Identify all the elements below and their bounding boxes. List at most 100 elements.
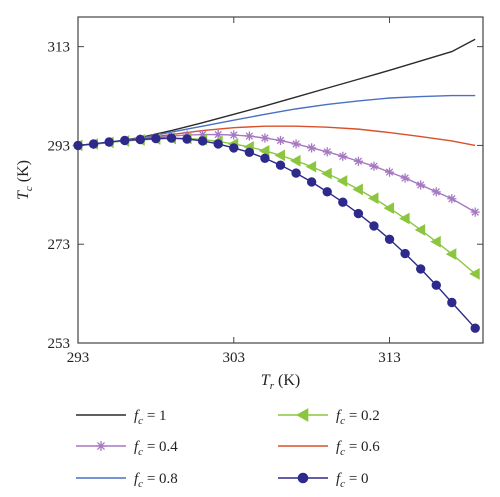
data-point-f0 bbox=[104, 137, 114, 147]
legend-label: fc = 0.4 bbox=[134, 439, 178, 458]
x-tick-label: 313 bbox=[378, 350, 401, 366]
data-point-f04 bbox=[384, 167, 395, 177]
data-point-f02 bbox=[274, 149, 285, 162]
data-point-f0 bbox=[447, 297, 457, 308]
data-point-f02 bbox=[367, 192, 379, 205]
data-point-f04 bbox=[260, 133, 270, 143]
y-tick-label: 253 bbox=[48, 336, 71, 352]
legend-sub: c bbox=[340, 478, 345, 490]
data-point-f02 bbox=[321, 167, 332, 180]
data-point-f02 bbox=[383, 202, 395, 215]
data-point-f0 bbox=[73, 140, 83, 151]
data-point-f0 bbox=[166, 133, 177, 143]
data-point-f04 bbox=[353, 156, 363, 166]
series-group bbox=[71, 38, 480, 333]
legend-sub: c bbox=[138, 478, 143, 490]
data-point-f0 bbox=[213, 139, 223, 149]
data-point-f0 bbox=[88, 139, 99, 149]
legend-value: = 0.6 bbox=[345, 439, 380, 455]
data-point-f0 bbox=[244, 147, 255, 158]
legend-sub: c bbox=[138, 446, 143, 458]
data-point-f04 bbox=[431, 187, 441, 197]
data-point-f02 bbox=[305, 160, 317, 173]
axis-ticks: 293 303 313 253 273 293 313 bbox=[48, 17, 483, 366]
x-axis-label-symbol: T bbox=[261, 372, 271, 389]
data-point-f0 bbox=[182, 134, 192, 144]
series-line-f1 bbox=[77, 38, 476, 147]
data-point-f04 bbox=[229, 130, 239, 140]
x-axis-label-unit: (K) bbox=[274, 372, 300, 389]
data-point-f0 bbox=[353, 208, 364, 219]
x-tick-label: 293 bbox=[67, 350, 90, 366]
data-point-f02 bbox=[399, 212, 410, 225]
y-axis-label: Tc (K) bbox=[15, 160, 35, 200]
legend-entry-f04: fc = 0.4 bbox=[76, 439, 178, 458]
data-point-f04 bbox=[322, 147, 332, 157]
data-point-f0 bbox=[260, 153, 270, 163]
data-point-f0 bbox=[338, 197, 348, 207]
series-f04 bbox=[73, 129, 480, 217]
data-point-f0 bbox=[291, 168, 301, 178]
data-point-f04 bbox=[213, 129, 223, 140]
series-f08 bbox=[77, 94, 476, 147]
legend-symbol: f bbox=[336, 439, 342, 455]
data-point-f0 bbox=[431, 280, 441, 290]
data-point-f02 bbox=[352, 183, 363, 196]
series-f1 bbox=[77, 38, 476, 147]
data-point-f0 bbox=[322, 187, 332, 197]
data-point-f04 bbox=[369, 161, 379, 171]
x-tick-label: 303 bbox=[223, 350, 246, 366]
data-point-f0 bbox=[470, 323, 480, 333]
legend-value: = 0.2 bbox=[345, 408, 380, 424]
legend-value: = 0.4 bbox=[143, 439, 178, 455]
legend-symbol: f bbox=[134, 439, 140, 455]
data-point-f0 bbox=[151, 133, 161, 144]
y-tick-label: 273 bbox=[48, 237, 71, 253]
data-point-f0 bbox=[229, 143, 239, 153]
legend-label: fc = 0 bbox=[336, 471, 369, 490]
legend-entry-f1: fc = 1 bbox=[76, 408, 167, 427]
y-axis-label-unit: (K) bbox=[15, 160, 32, 186]
legend-symbol: f bbox=[134, 408, 140, 424]
series-f0 bbox=[73, 133, 480, 333]
legend-value: = 0 bbox=[345, 471, 368, 487]
data-point-f04 bbox=[447, 194, 457, 204]
legend-value: = 0.8 bbox=[143, 471, 178, 487]
legend-symbol: f bbox=[336, 471, 342, 487]
series-line-f08 bbox=[77, 94, 476, 147]
legend-sub: c bbox=[340, 415, 345, 427]
data-point-f0 bbox=[275, 160, 286, 170]
data-point-f0 bbox=[197, 136, 208, 146]
data-point-f0 bbox=[306, 177, 317, 187]
data-point-f02 bbox=[258, 145, 270, 157]
axis-labels: Tr (K)Tc (K) bbox=[15, 160, 300, 392]
legend-entry-f06: fc = 0.6 bbox=[278, 439, 380, 458]
legend-sub: c bbox=[340, 446, 345, 458]
legend-marker bbox=[295, 408, 309, 422]
data-point-f0 bbox=[415, 264, 426, 274]
y-axis-label-symbol: T bbox=[15, 190, 32, 200]
data-point-f02 bbox=[414, 224, 426, 236]
y-axis-label-sub: c bbox=[23, 186, 35, 191]
legend-label: fc = 0.8 bbox=[134, 471, 178, 490]
plot-frame bbox=[77, 16, 484, 344]
data-point-f0 bbox=[400, 248, 410, 259]
legend: fc = 1 fc = 0.2fc = 0.4 fc = 0.6fc = 0.8 fc… bbox=[76, 408, 380, 490]
x-axis-label-sub: r bbox=[270, 380, 275, 392]
data-point-f04 bbox=[244, 131, 254, 141]
data-point-f04 bbox=[198, 129, 208, 140]
legend-symbol: f bbox=[336, 408, 342, 424]
x-axis-label: Tr (K) bbox=[261, 372, 300, 392]
data-point-f02 bbox=[336, 175, 348, 187]
data-point-f0 bbox=[369, 221, 379, 231]
data-point-f04 bbox=[291, 139, 301, 149]
legend-symbol: f bbox=[134, 471, 140, 487]
legend-sub: c bbox=[138, 415, 143, 427]
series-line-f02 bbox=[77, 137, 476, 275]
data-point-f02 bbox=[445, 248, 457, 260]
y-tick-label: 293 bbox=[48, 138, 71, 154]
legend-entry-f08: fc = 0.8 bbox=[76, 471, 178, 490]
legend-label: fc = 0.6 bbox=[336, 439, 380, 458]
data-point-f0 bbox=[384, 234, 395, 244]
